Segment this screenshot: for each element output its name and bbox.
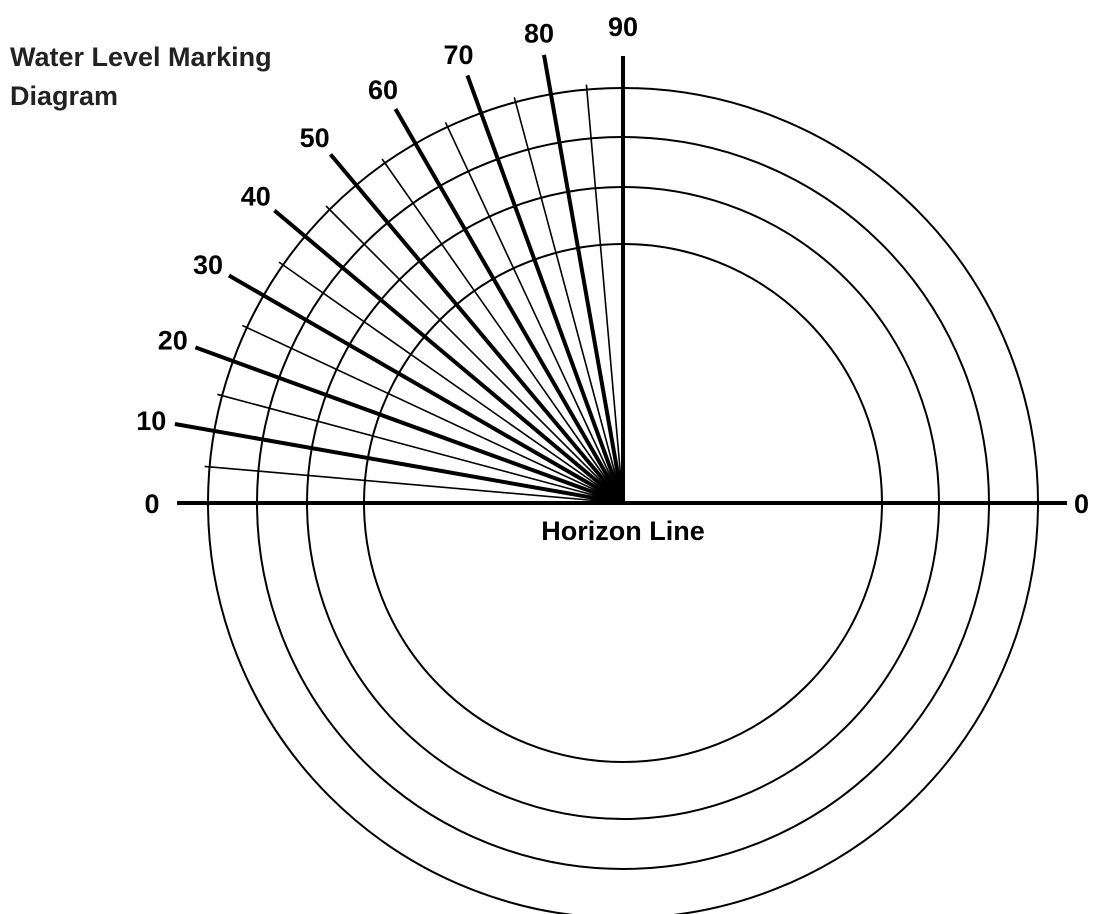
ray-10-degrees [174,422,624,505]
ray-50-degrees [328,153,625,505]
ray-55-degrees [381,158,624,504]
ray-20-degrees [194,345,624,505]
ray-80-degrees [542,54,625,504]
ray-70-degrees [465,74,625,504]
angle-label-50: 50 [300,123,330,153]
angle-label-40: 40 [241,182,271,212]
diagram-title-line-2: Diagram [10,81,119,111]
angle-label-90: 90 [608,12,638,42]
ray-30-degrees [227,273,625,505]
angle-label-60: 60 [368,75,398,105]
ray-85-degrees [585,84,624,504]
angle-label-30: 30 [193,250,223,280]
angle-label-20: 20 [158,326,188,356]
ray-40-degrees [273,208,625,505]
angle-labels: 0 10 20 30 40 50 60 70 80 90 [136,12,638,519]
ray-5-degrees [204,465,624,504]
angle-label-10: 10 [136,406,166,436]
angle-label-70: 70 [443,40,473,70]
right-zero-label: 0 [1074,489,1089,519]
angle-label-80: 80 [524,18,554,48]
horizon-line-label: Horizon Line [541,516,705,546]
ray-45-degrees [325,205,624,504]
ray-65-degrees [444,122,624,504]
angle-rays [174,54,625,505]
ray-75-degrees [513,97,624,504]
angle-label-0: 0 [144,489,159,519]
ray-35-degrees [278,261,624,504]
ray-15-degrees [217,393,624,504]
diagram-title-line-1: Water Level Marking [10,42,272,72]
ray-25-degrees [242,324,624,504]
ray-60-degrees [393,107,625,505]
